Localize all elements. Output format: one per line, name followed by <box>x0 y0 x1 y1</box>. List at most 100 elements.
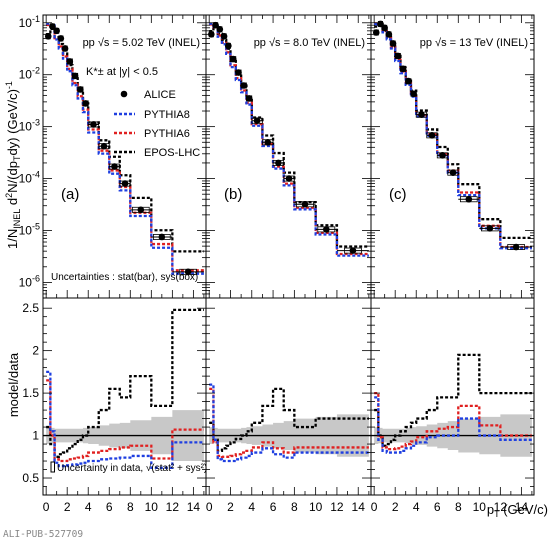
ratio-pythia6-line <box>209 387 369 458</box>
x-tick-label: 6 <box>434 500 441 514</box>
alice-data-point <box>90 121 97 128</box>
alice-data-point <box>61 45 69 52</box>
ratio-pythia8-line <box>209 383 369 463</box>
bottom-y-tick-label: 2.5 <box>22 301 39 315</box>
ratio-pythia6-line <box>374 391 532 451</box>
x-tick-label: 12 <box>494 500 508 514</box>
x-tick-label: 10 <box>309 500 323 514</box>
alice-data-point <box>264 138 272 146</box>
x-tick-label: 10 <box>473 500 487 514</box>
ratio-epos-line <box>46 308 204 458</box>
alice-data-point <box>49 23 56 30</box>
panel-2: 0 2 4 6 8 10 12 14 pp √s = 8.0 TeV (INEL) (b) <box>205 14 372 514</box>
top-y-tick-label: 10-1 <box>19 14 40 30</box>
energy-label: pp √s = 13 TeV (INEL) <box>420 37 528 49</box>
spectrum-pythia8-line <box>46 22 204 275</box>
panel-3: 0 2 4 6 8 10 12 14 pp √s = 13 TeV (INEL) (c) <box>370 14 535 514</box>
x-tick-label: 14 <box>187 500 201 514</box>
legend-alice-marker <box>120 90 128 98</box>
uncertainty-legend-box <box>50 461 55 473</box>
alice-data-point <box>220 32 228 40</box>
alice-data-point <box>184 268 192 276</box>
alice-data-point <box>394 52 402 60</box>
alice-data-point <box>77 86 84 93</box>
x-tick-label: 2 <box>64 500 71 514</box>
alice-data-point <box>439 152 446 159</box>
alice-data-point <box>301 200 309 208</box>
alice-data-point <box>377 20 384 28</box>
bottom-y-axis-title: model/data <box>6 352 21 417</box>
top-y-tick-label: 10-5 <box>19 221 40 237</box>
x-tick-label: 4 <box>413 500 420 514</box>
alice-data-point <box>212 21 219 29</box>
x-tick-label: 6 <box>106 500 113 514</box>
top-y-tick-label: 10-4 <box>19 170 40 186</box>
legend-pythia8-label: PYTHIA8 <box>144 109 190 121</box>
alice-data-point <box>322 226 330 233</box>
legend: ALICE PYTHIA8 PYTHIA6 EPOS-LHC <box>114 89 200 159</box>
panel-1: 0 2 4 6 8 10 12 14 pp √s = 5.02 TeV (INEL) (a) <box>42 14 207 514</box>
x-tick-label: 12 <box>166 500 180 514</box>
x-tick-label: 8 <box>455 500 462 514</box>
alice-data-point <box>275 159 282 167</box>
alice-data-point <box>486 225 494 232</box>
alice-data-point <box>465 195 473 203</box>
x-tick-label: 2 <box>227 500 234 514</box>
legend-epos-label: EPOS-LHC <box>144 147 200 159</box>
alice-data-point <box>137 206 145 214</box>
alice-data-point <box>405 77 412 85</box>
particle-label: K*± at |y| < 0.5 <box>86 66 158 78</box>
alice-data-point <box>82 100 89 107</box>
ratio-pythia6-line <box>46 379 204 463</box>
alice-data-point <box>121 180 129 187</box>
alice-data-point <box>235 69 242 76</box>
x-tick-label: 0 <box>206 500 213 514</box>
alice-data-point <box>208 31 215 38</box>
alice-data-point <box>418 111 425 118</box>
alice-data-point <box>158 233 166 241</box>
bottom-frame <box>205 297 372 496</box>
panel-letter: (b) <box>224 186 242 203</box>
x-tick-label: 8 <box>127 500 134 514</box>
top-y-tick-label: 10-6 <box>19 273 40 289</box>
energy-label: pp √s = 8.0 TeV (INEL) <box>254 37 365 49</box>
bottom-y-tick-label: 1 <box>32 429 39 443</box>
x-tick-label: 4 <box>248 500 255 514</box>
alice-data-point <box>240 82 248 89</box>
alice-data-point <box>71 72 79 80</box>
energy-label: pp √s = 5.02 TeV (INEL) <box>83 37 200 49</box>
ratio-pythia8-line <box>374 396 532 454</box>
x-tick-label: 6 <box>270 500 277 514</box>
alice-data-point <box>57 35 65 42</box>
alice-data-point <box>385 31 393 38</box>
top-y-tick-label: 10-3 <box>19 118 40 134</box>
x-tick-label: 14 <box>515 500 529 514</box>
ratio-epos-line <box>209 387 369 452</box>
alice-data-point <box>225 42 232 50</box>
alice-data-point <box>100 142 108 150</box>
alice-data-point <box>381 24 388 32</box>
top-y-axis-title: 1/NINEL d2N/(dpTdy) (GeV/c)-1 <box>4 81 22 249</box>
x-tick-label: 0 <box>371 500 378 514</box>
alice-data-point <box>216 25 224 33</box>
legend-alice-label: ALICE <box>144 89 176 101</box>
alice-data-point <box>53 27 60 35</box>
legend-pythia6-label: PYTHIA6 <box>144 128 190 140</box>
alice-data-point <box>372 29 380 36</box>
x-tick-label: 8 <box>291 500 298 514</box>
alice-data-point <box>449 169 457 176</box>
top-y-tick-label: 10-2 <box>19 66 40 82</box>
x-tick-label: 10 <box>145 500 159 514</box>
bottom-y-tick-label: 0.5 <box>22 471 39 485</box>
bottom-y-tick-label: 1.5 <box>22 386 39 400</box>
x-axis-title: pT (GeV/c) <box>487 502 548 519</box>
alice-data-point <box>229 55 237 63</box>
bottom-frame <box>370 297 535 496</box>
ratio-epos-line <box>374 353 532 447</box>
x-tick-label: 14 <box>352 500 366 514</box>
uncertainty-note-top: Uncertainties : stat(bar), sys(box) <box>51 272 198 283</box>
alice-data-point <box>410 90 417 98</box>
alice-data-point <box>349 247 357 254</box>
